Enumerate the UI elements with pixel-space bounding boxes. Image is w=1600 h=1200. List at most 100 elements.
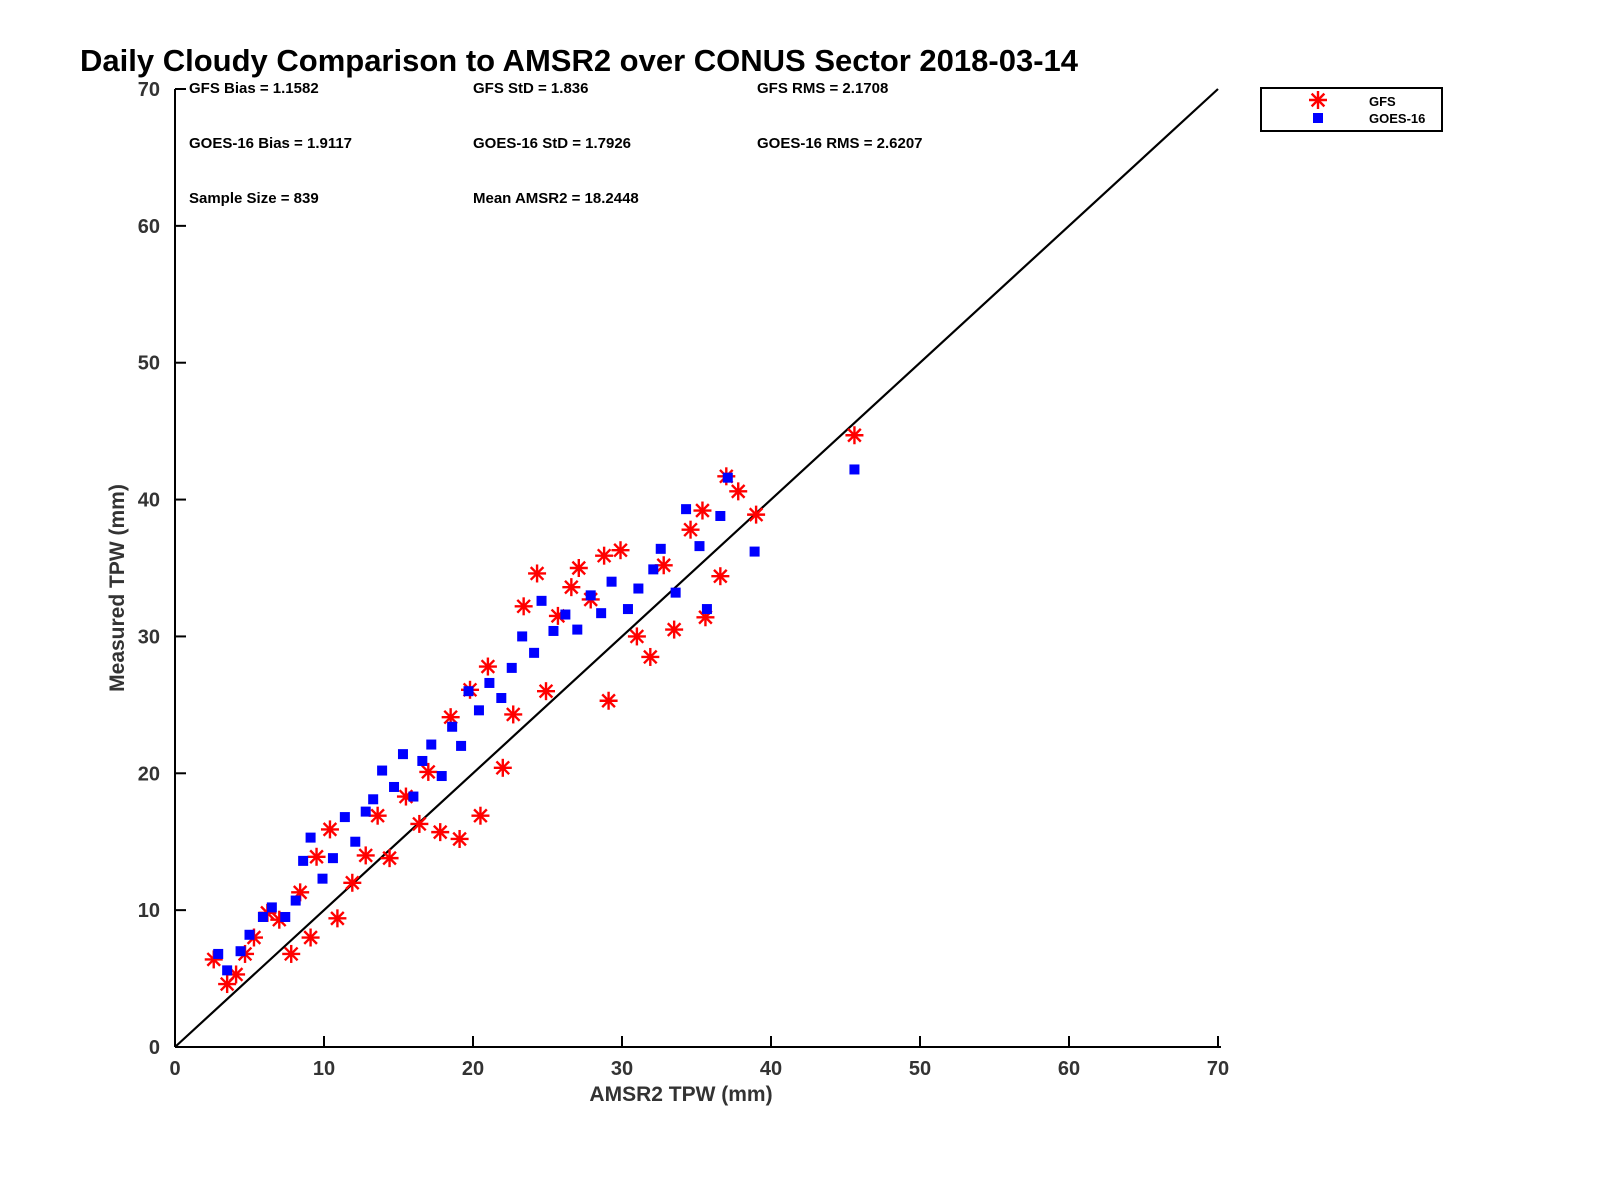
one-to-one-line — [174, 88, 1219, 1048]
goes16-point — [280, 911, 291, 922]
goes16-point — [484, 677, 495, 688]
chart-title: Daily Cloudy Comparison to AMSR2 over CO… — [80, 43, 1079, 78]
goes16-point — [749, 546, 760, 557]
gfs-point — [282, 944, 301, 963]
gfs-point — [747, 505, 766, 524]
goes16-point — [417, 755, 428, 766]
goes16-point — [350, 836, 361, 847]
goes16-point — [436, 771, 447, 782]
gfs-point — [450, 829, 469, 848]
gfs-point — [528, 564, 547, 583]
goes16-point — [397, 749, 408, 760]
goes16-point — [606, 576, 617, 587]
x-tick-label: 20 — [462, 1058, 484, 1080]
goes16-point — [648, 564, 659, 575]
gfs-point — [380, 849, 399, 868]
y-tick-label: 40 — [138, 490, 160, 512]
stat-gfs-std: GFS StD = 1.836 — [473, 80, 588, 97]
stat-sample-size: Sample Size = 839 — [189, 190, 319, 207]
gfs-point — [328, 909, 347, 928]
gfs-point — [537, 682, 556, 701]
legend-gfs-label: GFS — [1369, 94, 1396, 109]
gfs-point — [514, 597, 533, 616]
goes16-point — [257, 911, 268, 922]
goes16-point — [266, 902, 277, 913]
goes16-point — [560, 609, 571, 620]
goes16-point — [572, 624, 583, 635]
goes16-point — [408, 791, 419, 802]
legend-goes-label: GOES-16 — [1369, 111, 1425, 126]
goes16-point — [596, 608, 607, 619]
gfs-point — [711, 567, 730, 586]
gfs-point — [665, 620, 684, 639]
gfs-point — [504, 705, 523, 724]
goes16-point — [548, 625, 559, 636]
goes16-point — [298, 855, 309, 866]
goes16-point — [456, 740, 467, 751]
gfs-point — [681, 520, 700, 539]
goes16-point — [447, 721, 458, 732]
y-axis-label: Measured TPW (mm) — [106, 484, 129, 692]
gfs-point — [471, 806, 490, 825]
goes16-point — [473, 705, 484, 716]
goes16-point — [622, 604, 633, 615]
stat-goes-std: GOES-16 StD = 1.7926 — [473, 135, 631, 152]
gfs-point — [307, 847, 326, 866]
y-tick-label: 0 — [149, 1037, 160, 1059]
x-tick-label: 10 — [313, 1058, 335, 1080]
legend-box — [1260, 87, 1443, 132]
x-tick-label: 40 — [760, 1058, 782, 1080]
goes16-point — [506, 662, 517, 673]
goes16-point — [368, 794, 379, 805]
goes16-point — [244, 929, 255, 940]
goes16-point — [290, 895, 301, 906]
gfs-point — [569, 559, 588, 577]
x-tick-label: 30 — [611, 1058, 633, 1080]
goes16-point — [339, 812, 350, 823]
goes16-point — [496, 693, 507, 704]
y-tick-label: 70 — [138, 79, 160, 101]
y-tick-label: 20 — [138, 763, 160, 785]
x-axis-label: AMSR2 TPW (mm) — [589, 1083, 772, 1106]
gfs-point — [729, 482, 748, 501]
gfs-point — [410, 814, 429, 833]
y-ticks: 0 10 20 30 40 50 60 70 — [138, 79, 186, 1059]
goes16-point — [235, 946, 246, 957]
stat-mean-amsr2: Mean AMSR2 = 18.2448 — [473, 190, 639, 207]
gfs-point — [693, 501, 712, 520]
gfs-point — [320, 820, 339, 839]
goes16-point — [722, 472, 733, 483]
goes16-point — [305, 832, 316, 843]
goes16-point — [377, 765, 388, 776]
series-goes16 — [213, 464, 860, 976]
goes16-point — [849, 464, 860, 475]
x-tick-label: 60 — [1058, 1058, 1080, 1080]
y-tick-label: 10 — [138, 900, 160, 922]
goes16-point — [633, 583, 644, 594]
gfs-point — [368, 806, 387, 825]
goes16-point — [517, 631, 528, 642]
goes16-point — [529, 647, 540, 658]
series-gfs — [204, 426, 864, 994]
legend-gfs-asterisk — [1309, 91, 1327, 109]
gfs-point — [343, 873, 362, 892]
goes16-point — [536, 595, 547, 606]
x-tick-label: 50 — [909, 1058, 931, 1080]
goes16-point — [694, 541, 705, 552]
goes16-point — [670, 587, 681, 598]
goes16-point — [317, 873, 328, 884]
gfs-point — [431, 823, 450, 842]
y-tick-label: 30 — [138, 626, 160, 648]
gfs-point — [845, 426, 864, 445]
gfs-point — [301, 928, 320, 947]
goes16-point — [681, 504, 692, 515]
legend-goes-marker — [1313, 113, 1323, 123]
legend: GFS GOES-16 — [1260, 87, 1443, 132]
goes16-point — [463, 686, 474, 697]
stat-gfs-bias: GFS Bias = 1.1582 — [189, 80, 319, 97]
goes16-point — [327, 853, 338, 864]
goes16-point — [222, 965, 233, 976]
goes16-point — [426, 739, 437, 750]
gfs-point — [641, 647, 660, 666]
gfs-point — [599, 691, 618, 710]
